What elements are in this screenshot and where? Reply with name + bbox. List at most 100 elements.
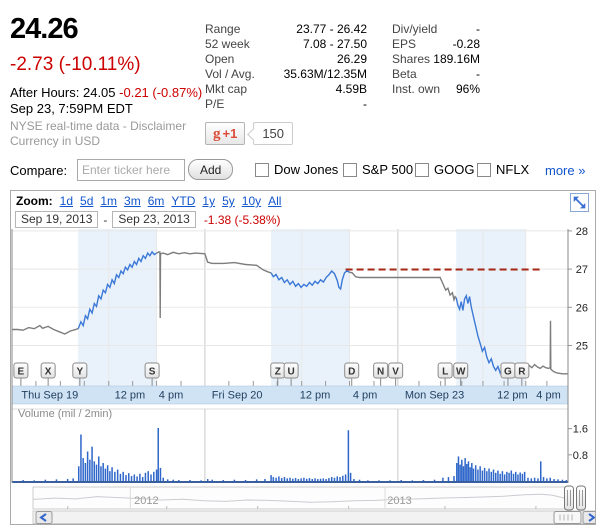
volume-bar bbox=[116, 469, 119, 481]
volume-bar bbox=[100, 466, 102, 481]
volume-bar bbox=[106, 465, 109, 481]
volume-bar bbox=[286, 478, 288, 481]
volume-bar bbox=[457, 456, 460, 481]
volume-bar bbox=[89, 459, 91, 481]
volume-bar bbox=[469, 467, 471, 481]
news-flag-d[interactable]: D bbox=[344, 362, 360, 386]
compare-option-goog: GOOG bbox=[415, 162, 474, 177]
checkbox-goog[interactable] bbox=[415, 162, 429, 177]
zoom-3m[interactable]: 3m bbox=[124, 194, 141, 208]
svg-text:D: D bbox=[348, 367, 355, 378]
zoom-1y[interactable]: 1y bbox=[202, 194, 216, 208]
volume-bar bbox=[378, 480, 380, 481]
more-link[interactable]: more » bbox=[545, 163, 586, 178]
volume-bar bbox=[471, 463, 473, 481]
news-flag-s[interactable]: S bbox=[144, 362, 160, 386]
disclaimer-link[interactable]: Disclaimer bbox=[130, 119, 187, 133]
price-axis-label: 26 bbox=[576, 302, 588, 314]
plusone-button[interactable]: g +1 bbox=[205, 122, 246, 145]
scroll-left-button[interactable] bbox=[35, 511, 53, 524]
volume-bar bbox=[144, 472, 147, 481]
volume-bar bbox=[109, 471, 111, 481]
volume-bar bbox=[66, 479, 69, 481]
zoom-1m[interactable]: 1m bbox=[100, 194, 118, 208]
volume-bar bbox=[492, 469, 495, 481]
volume-bar bbox=[244, 480, 247, 481]
stats-table-left: Range 23.77 - 26.42 52 week 7.08 - 27.50 O… bbox=[205, 22, 367, 112]
news-flag-v[interactable]: V bbox=[388, 362, 404, 386]
zoom-label: Zoom: bbox=[16, 194, 53, 208]
volume-bar bbox=[349, 472, 352, 481]
volume-bar bbox=[467, 461, 470, 481]
volume-bar bbox=[200, 480, 202, 481]
expand-arrows-icon bbox=[573, 196, 586, 209]
volume-bar bbox=[91, 446, 93, 481]
zoom-10y[interactable]: 10y bbox=[241, 194, 262, 208]
volume-bar bbox=[501, 471, 504, 481]
checkbox-dow-jones[interactable] bbox=[255, 162, 269, 177]
volume-bar bbox=[80, 434, 82, 481]
volume-bar bbox=[150, 474, 152, 481]
zoom-1d[interactable]: 1d bbox=[59, 194, 74, 208]
volume-bar bbox=[461, 459, 463, 481]
volume-bar bbox=[336, 476, 339, 481]
news-flag-r[interactable]: R bbox=[514, 362, 530, 386]
volume-bar bbox=[527, 477, 529, 481]
svg-text:L: L bbox=[442, 367, 448, 378]
zoom-6m[interactable]: 6m bbox=[147, 194, 165, 208]
add-button[interactable]: Add bbox=[188, 159, 234, 180]
volume-bar bbox=[125, 475, 127, 481]
expand-chart-button[interactable] bbox=[570, 193, 589, 212]
volume-bar bbox=[314, 478, 316, 481]
stat-beta: Beta - bbox=[392, 67, 480, 81]
volume-bar bbox=[275, 477, 277, 481]
scroll-right-button[interactable] bbox=[582, 511, 595, 524]
news-flag-e[interactable]: E bbox=[13, 362, 29, 386]
volume-bar bbox=[330, 477, 333, 481]
volume-bar bbox=[114, 471, 116, 481]
after-hours-price: 24.05 bbox=[82, 85, 116, 100]
news-flag-y[interactable]: Y bbox=[72, 362, 88, 386]
news-flag-u[interactable]: U bbox=[283, 362, 299, 386]
range-handle-right[interactable] bbox=[576, 485, 586, 511]
ticker-input[interactable] bbox=[77, 159, 185, 181]
zoom-5d[interactable]: 5d bbox=[80, 194, 94, 208]
volume-bar bbox=[189, 480, 191, 481]
overview-strip[interactable] bbox=[32, 486, 569, 510]
volume-bar bbox=[490, 471, 493, 481]
svg-text:U: U bbox=[287, 367, 294, 378]
checkbox-nflx[interactable] bbox=[477, 162, 491, 177]
range-handle-left[interactable] bbox=[564, 485, 574, 511]
volume-bar bbox=[546, 478, 548, 481]
news-flag-l[interactable]: L bbox=[437, 362, 453, 386]
volume-bar bbox=[389, 480, 391, 481]
volume-bar bbox=[508, 472, 510, 481]
price-volume-chart[interactable]: 28 27 26 25 E X Y S Z U D N V L W G R Thu Sep 19 12 pm 4 pm… bbox=[11, 225, 595, 524]
volume-bar bbox=[147, 471, 149, 481]
volume-axis-label: 1.6 bbox=[573, 424, 588, 436]
checkbox-sp500[interactable] bbox=[343, 162, 357, 177]
volume-pane-label: Volume (mil / 2min) bbox=[18, 408, 112, 420]
date-from-input[interactable]: Sep 19, 2013 bbox=[15, 211, 99, 228]
volume-bar bbox=[206, 479, 209, 481]
volume-bar bbox=[453, 476, 455, 481]
volume-bar bbox=[122, 471, 124, 481]
volume-bar bbox=[84, 463, 87, 481]
svg-text:V: V bbox=[392, 367, 399, 378]
volume-bar bbox=[297, 479, 300, 481]
zoom-all[interactable]: All bbox=[268, 194, 282, 208]
zoom-ytd[interactable]: YTD bbox=[171, 194, 196, 208]
news-flag-x[interactable]: X bbox=[40, 362, 56, 386]
date-to-input[interactable]: Sep 23, 2013 bbox=[112, 211, 196, 228]
zoom-5y[interactable]: 5y bbox=[222, 194, 235, 208]
news-flag-w[interactable]: W bbox=[453, 362, 469, 386]
quote-timestamp: Sep 23, 7:59PM EDT bbox=[10, 101, 133, 116]
scrollbar-thumb[interactable] bbox=[553, 511, 582, 524]
scrollbar-track[interactable] bbox=[32, 510, 595, 524]
volume-bar bbox=[86, 451, 89, 481]
x-axis-band bbox=[11, 385, 569, 405]
news-flag-n[interactable]: N bbox=[373, 362, 389, 386]
x-axis-label: 12 pm bbox=[300, 390, 331, 402]
volume-bar bbox=[272, 477, 275, 481]
